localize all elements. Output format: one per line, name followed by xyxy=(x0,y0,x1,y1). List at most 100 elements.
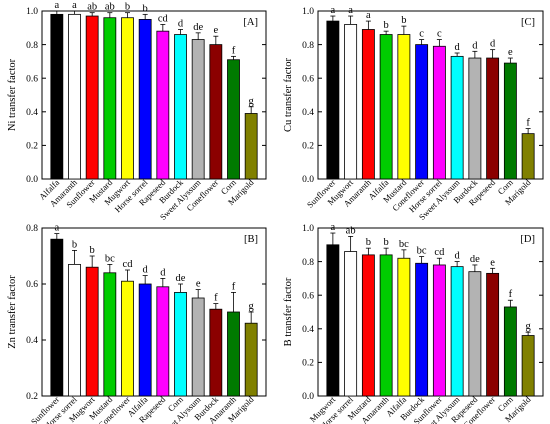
significance-letter: a xyxy=(331,222,336,233)
y-tick-label: 0.0 xyxy=(302,392,314,402)
bar xyxy=(415,262,429,397)
y-tick-label: 0.6 xyxy=(302,291,314,301)
significance-letter: cd xyxy=(434,247,445,258)
y-tick-label: 0.2 xyxy=(302,142,314,152)
significance-letter: b xyxy=(125,2,130,13)
bar xyxy=(344,251,358,397)
significance-letter: g xyxy=(249,301,255,312)
significance-letter: f xyxy=(232,45,236,56)
significance-letter: ab xyxy=(87,2,97,13)
significance-letter: b xyxy=(72,239,77,250)
y-tick-label: 0.8 xyxy=(302,258,314,268)
significance-letter: bc xyxy=(399,239,409,250)
bar xyxy=(50,238,64,397)
bar xyxy=(156,30,170,180)
significance-letter: de xyxy=(176,273,186,284)
bar xyxy=(50,13,64,180)
bar xyxy=(486,57,500,180)
bar xyxy=(103,272,117,397)
y-tick-label: 1.0 xyxy=(302,7,314,17)
bar xyxy=(361,254,375,397)
bar xyxy=(103,17,117,180)
significance-letter: b xyxy=(384,237,389,248)
y-tick-label: 0.0 xyxy=(302,175,314,185)
bar xyxy=(521,133,535,180)
bar xyxy=(209,308,223,397)
bar xyxy=(227,311,240,397)
chart-panel-4: 0.00.20.40.60.81.0B transfer factor[D]aM… xyxy=(283,222,544,424)
chart-panel-1: 0.0 0.2 0.4 0.6 0.8 1.0 Ni transfer factor [A] a… xyxy=(7,0,267,222)
significance-letter: a xyxy=(54,0,59,11)
significance-letter: b xyxy=(384,20,389,31)
bar xyxy=(191,297,205,397)
significance-letter: c xyxy=(419,29,424,40)
y-tick-label: 0.2 xyxy=(26,392,38,402)
significance-letter: a xyxy=(331,5,336,16)
chart-panel-2: 0.0 0.2 0.4 0.6 0.8 1.0 Cu transfer factor [C] a… xyxy=(283,5,544,222)
y-tick-label: 0.4 xyxy=(26,336,38,346)
bar xyxy=(174,34,187,180)
bar xyxy=(244,113,258,180)
significance-letter: cd xyxy=(158,13,169,24)
y-tick-label: 0.2 xyxy=(302,359,314,369)
bar xyxy=(415,44,429,180)
y-tick-label: 0.0 xyxy=(26,175,38,185)
panel-tag: [B] xyxy=(244,234,258,245)
plot-frame xyxy=(317,227,544,397)
significance-letter: g xyxy=(249,96,255,107)
significance-letter: bc xyxy=(105,253,115,264)
bar xyxy=(85,15,99,180)
significance-letter: de xyxy=(193,22,203,33)
significance-letter: ab xyxy=(346,225,356,236)
bar xyxy=(244,322,258,397)
significance-letter: f xyxy=(214,293,218,304)
bar xyxy=(68,13,81,180)
bar xyxy=(379,254,393,397)
bar xyxy=(344,24,358,180)
significance-letter: a xyxy=(54,223,59,234)
bar xyxy=(138,18,152,180)
significance-letter: c xyxy=(437,29,442,40)
significance-letter: d xyxy=(490,39,496,50)
bar xyxy=(432,45,446,180)
significance-letter: e xyxy=(508,47,513,58)
bar xyxy=(450,55,464,180)
bar xyxy=(486,272,500,397)
y-tick-label: 1.0 xyxy=(26,7,38,17)
significance-letter: b xyxy=(401,15,406,26)
y-tick-label: 0.2 xyxy=(26,142,38,152)
y-axis-label: Zn transfer factor xyxy=(7,275,18,349)
bar xyxy=(121,17,134,180)
significance-letter: e xyxy=(196,279,201,290)
chart-panel-3: 0.20.40.60.8Zn transfer factor[B]aSunflo… xyxy=(7,223,267,424)
significance-letter: d xyxy=(178,18,184,29)
bar xyxy=(379,34,393,180)
significance-letter: ab xyxy=(105,2,115,13)
bar xyxy=(191,39,205,180)
significance-letter: b xyxy=(143,3,148,14)
significance-letter: f xyxy=(526,118,530,129)
significance-letter: e xyxy=(490,257,495,268)
bar xyxy=(68,263,81,397)
significance-letter: d xyxy=(455,251,461,262)
significance-letter: f xyxy=(232,281,236,292)
y-tick-label: 0.6 xyxy=(302,74,314,84)
bar xyxy=(361,29,375,180)
bar xyxy=(209,44,223,180)
bar xyxy=(450,266,464,397)
y-axis-label: B transfer factor xyxy=(283,277,294,346)
y-axis-label: Ni transfer factor xyxy=(7,58,18,131)
bar xyxy=(503,306,517,397)
significance-letter: d xyxy=(160,267,166,278)
y-axis-label: Cu transfer factor xyxy=(283,57,294,132)
bar xyxy=(432,264,446,397)
significance-letter: f xyxy=(509,289,513,300)
significance-letter: d xyxy=(472,40,478,51)
significance-letter: e xyxy=(213,25,218,36)
significance-letter: b xyxy=(366,237,371,248)
bar xyxy=(521,335,535,397)
panel-tag: [A] xyxy=(243,17,258,28)
significance-letter: a xyxy=(348,5,353,16)
bar xyxy=(138,283,152,397)
